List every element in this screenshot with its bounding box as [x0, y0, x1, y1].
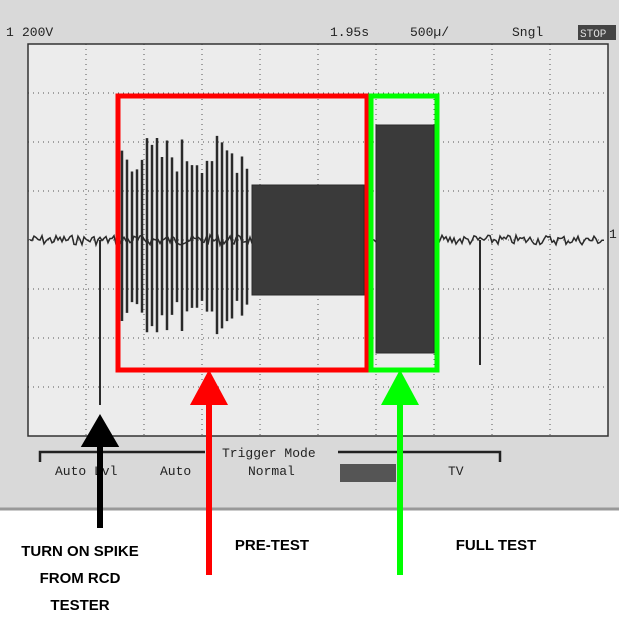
status-box [578, 25, 616, 40]
trigger-time: 1.95s [330, 25, 369, 40]
menu-item: Auto Lvl [55, 464, 118, 479]
screen-border [27, 43, 609, 437]
menu-bracket [38, 450, 502, 462]
spike [99, 240, 481, 405]
menu-title: Trigger Mode [222, 446, 316, 461]
menu-item: Normal [248, 464, 295, 479]
pre-test-arrow [189, 369, 229, 575]
spike-label: FROM RCD [40, 570, 121, 587]
menu-item: Auto [160, 464, 191, 479]
spike-label: TURN ON SPIKE [21, 543, 139, 560]
marker: 1 [609, 227, 617, 242]
pre-test-block [251, 184, 365, 296]
pre-test-burst [120, 135, 249, 335]
mode: Sngl [512, 25, 543, 40]
menu-item: TV [448, 464, 464, 479]
status: STOP [580, 29, 607, 41]
pre-test-box [115, 93, 370, 373]
menu-selected [340, 464, 396, 482]
volts-per-div: 200V [22, 25, 53, 40]
trace [29, 124, 605, 405]
full-test-block [375, 124, 435, 354]
time-per-div: 500µ/ [410, 25, 449, 40]
spike-arrow [80, 414, 120, 528]
spike-label: TESTER [50, 597, 109, 614]
pre-test-label: PRE-TEST [235, 537, 309, 554]
channel: 1 [6, 25, 14, 40]
full-test-label: FULL TEST [456, 537, 537, 554]
full-test-arrow [380, 369, 420, 575]
full-test-box [368, 93, 440, 373]
